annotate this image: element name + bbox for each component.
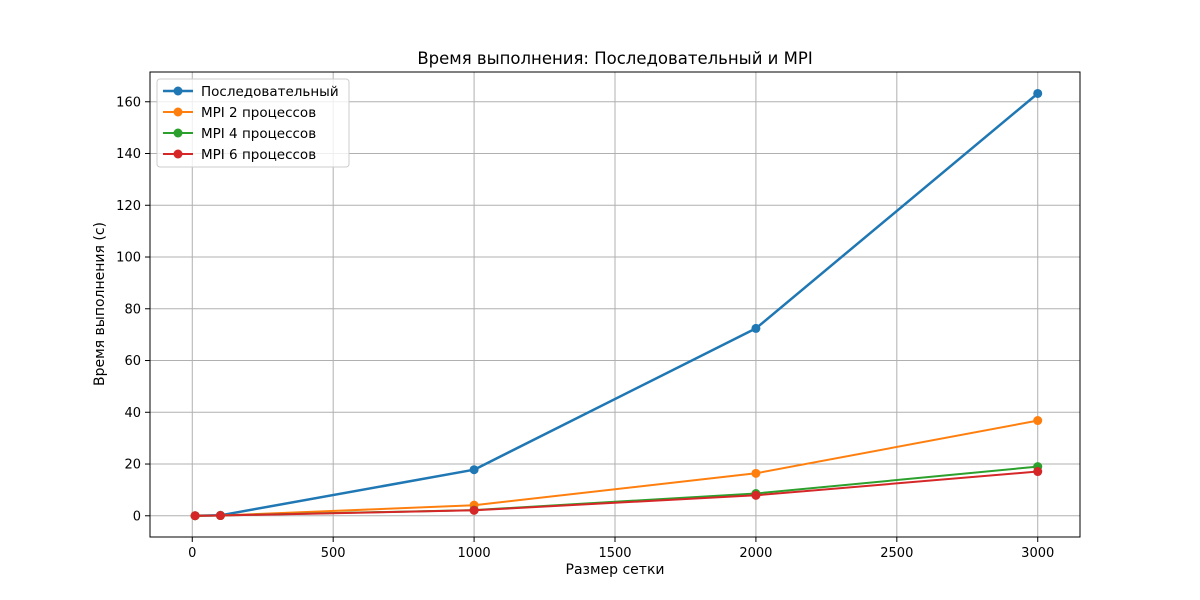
data-point xyxy=(751,468,761,478)
series-2 xyxy=(190,416,1043,521)
data-point xyxy=(1033,467,1043,477)
y-axis-label: Время выполнения (с) xyxy=(92,222,108,386)
y-tick-label: 140 xyxy=(116,147,141,162)
chart-title: Время выполнения: Последовательный и MPI xyxy=(417,49,812,68)
x-tick-label: 3000 xyxy=(1021,546,1054,561)
y-tick-label: 60 xyxy=(124,354,141,369)
x-tick-label: 0 xyxy=(188,546,196,561)
y-tick-label: 120 xyxy=(116,199,141,214)
legend-swatch-marker xyxy=(173,107,183,117)
legend-label: Последовательный xyxy=(201,84,339,100)
data-point xyxy=(1033,416,1043,426)
data-point xyxy=(190,511,200,521)
legend: Последовательный MPI 2 процессов MPI 4 про… xyxy=(156,78,350,168)
legend-box xyxy=(156,78,350,168)
y-tick-label: 160 xyxy=(116,95,141,110)
legend-swatch-marker xyxy=(173,86,183,96)
series-layer xyxy=(190,88,1043,521)
x-tick-label: 500 xyxy=(321,546,346,561)
x-axis-label: Размер сетки xyxy=(566,562,665,578)
series-4 xyxy=(190,467,1043,521)
grid xyxy=(150,72,1080,537)
legend-entry: MPI 2 процессов xyxy=(163,105,316,121)
legend-entry: MPI 4 процессов xyxy=(163,126,316,142)
legend-entry: MPI 6 процессов xyxy=(163,147,316,163)
y-tick-label: 20 xyxy=(124,458,141,473)
x-tick-label: 1500 xyxy=(598,546,631,561)
axis-ticks: 0 500 1000 1500 2000 2500 3000 0 20 40 60 80 100 120 1… xyxy=(116,95,1054,561)
series-line xyxy=(195,465,1038,517)
data-point xyxy=(751,323,761,333)
y-tick-label: 0 xyxy=(133,509,141,524)
data-point xyxy=(215,511,225,521)
y-tick-label: 80 xyxy=(124,302,141,317)
data-point xyxy=(469,505,479,515)
data-point xyxy=(751,490,761,500)
legend-swatch-marker xyxy=(173,128,183,138)
x-tick-label: 2000 xyxy=(739,546,772,561)
legend-entry: Последовательный xyxy=(163,84,339,100)
x-tick-label: 2500 xyxy=(880,546,913,561)
data-point xyxy=(469,465,479,475)
legend-swatch-marker xyxy=(173,149,183,159)
legend-label: MPI 4 процессов xyxy=(201,126,316,142)
y-tick-label: 100 xyxy=(116,251,141,266)
data-point xyxy=(1033,88,1043,98)
y-tick-label: 40 xyxy=(124,406,141,421)
legend-label: MPI 2 процессов xyxy=(201,105,316,121)
x-tick-label: 1000 xyxy=(458,546,491,561)
legend-label: MPI 6 процессов xyxy=(201,147,316,163)
